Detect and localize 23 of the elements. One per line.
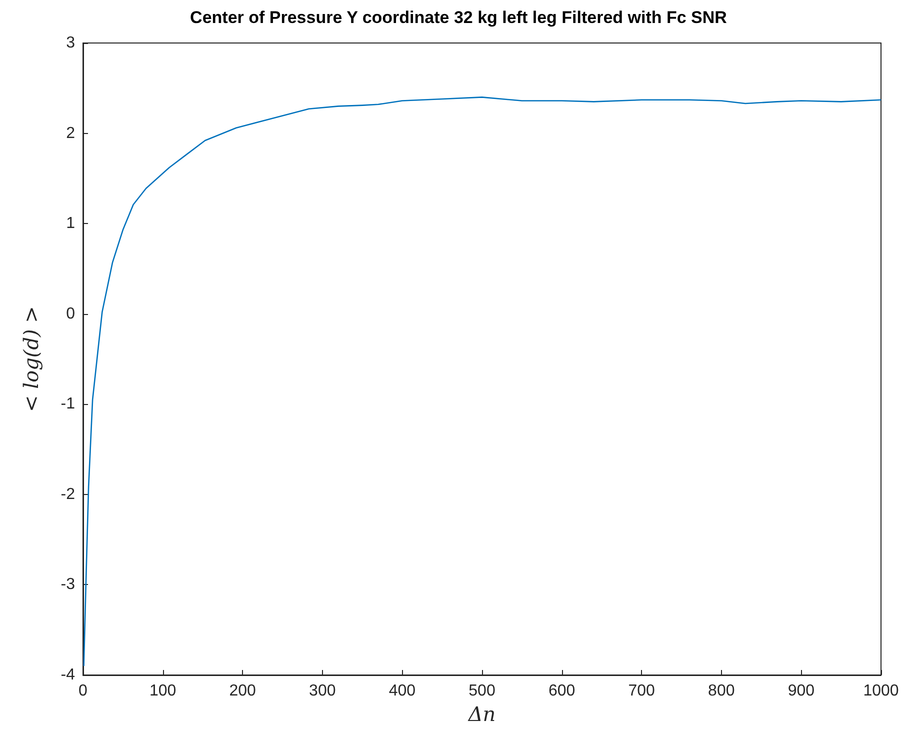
y-tick-label: -4 [60,666,76,684]
x-tick-label: 700 [628,682,656,700]
y-tick-label: 3 [66,34,76,52]
y-axis-title: < log(d) > [19,306,43,412]
y-tick-label: -1 [60,396,76,413]
y-tick-label: -3 [60,576,76,594]
x-tick-label: 1000 [863,682,899,700]
x-tick-label: 300 [309,682,336,700]
x-tick-label: 500 [468,682,496,700]
y-tick-label: -2 [60,486,76,503]
y-tick-label: 1 [66,215,76,232]
chart-title: Center of Pressure Y coordinate 32 kg left leg Filtered with Fc SNR [190,8,727,27]
x-tick-label: 0 [78,682,88,700]
x-tick-label: 400 [388,682,416,700]
x-axis-title: Δn [467,702,496,726]
x-tick-label: 600 [548,682,576,700]
y-tick-label: 2 [66,124,76,142]
y-tick-label: 0 [66,305,76,322]
x-tick-label: 900 [788,682,815,700]
x-tick-label: 100 [149,682,176,700]
line-series [83,96,882,667]
x-tick-label: 800 [708,682,735,700]
x-tick-label: 200 [229,682,256,700]
